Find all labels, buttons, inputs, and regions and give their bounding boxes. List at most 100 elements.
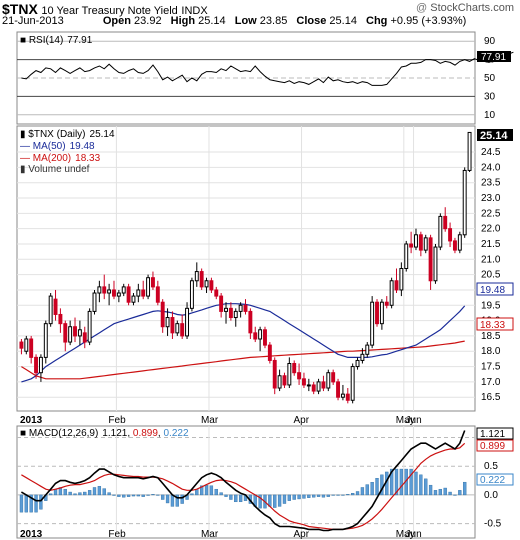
macd-histogram-bar: [277, 494, 282, 507]
candlestick-series: [19, 131, 472, 404]
macd-histogram-bar: [107, 492, 111, 496]
macd-histogram-bar: [316, 494, 321, 497]
candle-body: [248, 310, 253, 334]
macd-histogram-bar: [326, 494, 330, 497]
rsi-tick-label: 10: [484, 110, 496, 121]
candle-body: [160, 301, 165, 328]
candle-body: [423, 237, 428, 251]
macd-histogram-bar: [199, 485, 204, 496]
rsi-legend-swatch: ■: [20, 35, 29, 46]
price-tick-label: 22.5: [481, 208, 501, 219]
rsi-y-axis: 9070503010: [484, 36, 496, 121]
candle-body: [321, 381, 326, 389]
macd-histogram-bar: [209, 485, 214, 496]
macd-histogram-bar: [29, 494, 33, 513]
candle-body: [24, 338, 29, 352]
candle-body: [116, 292, 121, 297]
rsi-legend: ■ RSI(14) 77.91: [20, 35, 93, 46]
close-badge: 25.14: [480, 130, 508, 142]
macd-signal-series-line: [21, 442, 466, 530]
macd-histogram-bar: [234, 494, 238, 503]
quote-date: 21-Jun-2013: [2, 15, 64, 27]
macd-histogram-bar: [458, 490, 462, 496]
macd-histogram-bar: [453, 494, 457, 496]
price-legend-ma200-label: MA(200): [33, 153, 71, 164]
price-legend-volume-swatch: ▮: [20, 164, 28, 175]
macd-histogram-bar: [78, 492, 82, 496]
macd-x-tick-label: 2013: [20, 529, 43, 540]
exchange-code: INDX: [181, 5, 208, 17]
candle-body: [77, 329, 82, 337]
change-label: Chg: [366, 15, 388, 27]
close-label: Close: [296, 15, 327, 27]
price-x-tick-label: Feb: [108, 415, 126, 426]
candle-body: [370, 301, 375, 346]
macd-histogram-bar: [180, 494, 184, 504]
price-tick-label: 18.5: [481, 331, 501, 342]
macd-series-line: [21, 430, 466, 532]
candle-body: [287, 363, 292, 386]
macd-histogram-bar: [302, 494, 306, 499]
quote-line: 21-Jun-2013 Open 23.92 High 25.14 Low 23…: [2, 15, 466, 27]
candle-body: [219, 295, 224, 312]
security-name: 10 Year Treasury Note Yield: [41, 5, 178, 17]
candle-body: [345, 393, 350, 401]
candle-body: [126, 286, 131, 303]
macd-histogram-bar: [399, 468, 404, 496]
close-value: 25.14: [329, 15, 357, 27]
macd-legend-swatch: ■: [20, 428, 29, 439]
candle-body: [375, 301, 379, 325]
price-tick-label: 17.5: [481, 362, 501, 373]
candle-body: [282, 375, 287, 386]
candle-body: [189, 280, 194, 309]
price-legend-volume-label: Volume undef: [28, 164, 89, 175]
macd-histogram-bar: [380, 474, 384, 496]
candle-body: [107, 289, 112, 294]
price-tick-label: 24.0: [481, 162, 501, 173]
candle-body: [267, 344, 272, 361]
macd-histogram-bar: [83, 491, 87, 496]
candle-body: [170, 317, 175, 334]
macd-histogram-bar: [438, 488, 442, 496]
macd-histogram-bar: [258, 494, 262, 509]
price-legend-ma50: — MA(50) 19.48: [20, 141, 95, 152]
rsi-line: [21, 51, 514, 86]
price-tick-label: 21.5: [481, 239, 501, 250]
macd-legend-hist: 0.222: [163, 428, 188, 439]
candle-body: [452, 240, 457, 251]
candle-body: [214, 289, 219, 297]
macd-legend-signal: 0.899: [133, 428, 158, 439]
hist-badge: 0.222: [480, 475, 505, 486]
rsi-tick-label: 90: [484, 36, 496, 47]
macd-histogram-bar: [63, 488, 67, 496]
ma50-badge: 19.48: [480, 285, 505, 296]
rsi-series-line: [21, 51, 514, 86]
macd-histogram-bar: [389, 468, 394, 496]
low-label: Low: [234, 15, 257, 27]
candle-body: [209, 280, 214, 291]
candle-body: [68, 326, 73, 343]
macd-histogram-bar: [229, 494, 233, 500]
candle-body: [58, 313, 63, 325]
macd-histogram-bar: [331, 494, 335, 496]
price-legend-ma200-swatch: —: [20, 153, 33, 164]
price-y-axis: 24.524.023.523.022.522.021.521.020.520.0…: [481, 147, 501, 403]
candle-body: [272, 359, 277, 389]
macd-histogram-bar: [126, 494, 131, 497]
macd-histogram-bar: [448, 491, 452, 496]
high-label: High: [170, 15, 196, 27]
candle-body: [136, 289, 141, 297]
candle-body: [97, 286, 102, 294]
brand-name: StockCharts.com: [430, 2, 514, 14]
price-x-tick-label: May: [396, 415, 415, 426]
candle-body: [165, 317, 170, 328]
price-legend-main-label: $TNX (Daily): [28, 129, 85, 140]
candle-body: [243, 304, 248, 312]
candle-body: [467, 131, 472, 171]
signal-badge-bg: [476, 439, 514, 452]
candle-body: [394, 280, 399, 291]
rsi-badge: 77.91: [481, 52, 506, 63]
